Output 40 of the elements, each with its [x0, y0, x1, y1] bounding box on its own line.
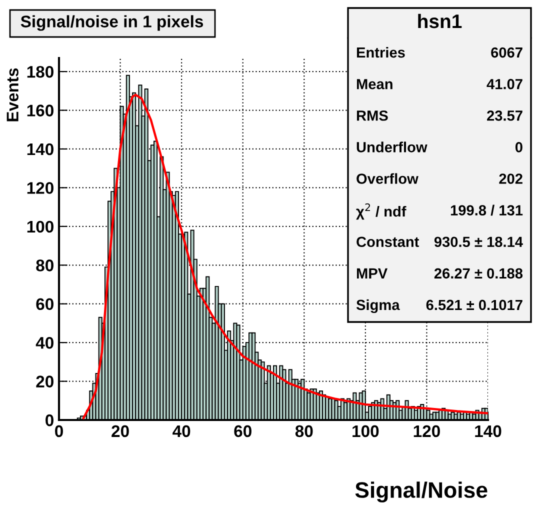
annotation: 26.27 ± 0.188	[434, 268, 523, 279]
annotation: 930.5 ± 18.14	[434, 236, 523, 248]
x-tick-label: 0	[55, 425, 63, 438]
y-tick-label: 60	[36, 298, 54, 310]
x-tick-label: 100	[352, 425, 379, 438]
x-tick-label: 80	[295, 425, 313, 438]
annotation: χ$^{2}$ / ndf	[356, 203, 406, 220]
annotation: Constant	[356, 236, 420, 248]
x-tick-label: 120	[414, 425, 440, 438]
y-tick-label: 100	[27, 220, 54, 233]
text: Entries	[356, 46, 405, 58]
annotation: RMS	[356, 110, 388, 121]
x-tick-label: 20	[112, 425, 129, 438]
text: 202	[499, 174, 522, 184]
annotation: Sigma	[356, 299, 400, 314]
y-tick-label: 0	[46, 414, 54, 426]
annotation: Overflow	[356, 173, 418, 184]
y-tick-label: 120	[27, 182, 54, 194]
annotation: 199.8 / 131	[450, 204, 523, 216]
x-tick-label: 60	[234, 425, 252, 438]
text: 6067	[491, 47, 522, 58]
y-tick-label: 40	[36, 336, 54, 349]
y-tick-label: 140	[27, 143, 54, 156]
y-tick-label: 20	[36, 376, 54, 388]
annotation: 6.521 ± 0.1017	[426, 300, 522, 310]
y-tick-label: 80	[36, 260, 54, 272]
annotation: Underflow	[356, 142, 428, 152]
x-tick-label: 40	[172, 425, 190, 438]
annotation: MPV	[356, 268, 388, 278]
chart-title: Signal/noise in 1 pixels	[20, 15, 204, 31]
text: hsn1	[418, 14, 462, 28]
x-tick-label: 140	[475, 425, 502, 438]
annotation: 23.57	[487, 110, 522, 121]
y-axis-title: Events	[6, 68, 18, 122]
y-tick-label: 180	[27, 66, 54, 78]
x-axis-title: Signal/Noise	[355, 482, 488, 502]
y-tick-label: 160	[27, 104, 54, 116]
text: 0	[515, 142, 522, 152]
annotation: Mean	[356, 79, 392, 90]
annotation: 41.07	[486, 78, 522, 90]
